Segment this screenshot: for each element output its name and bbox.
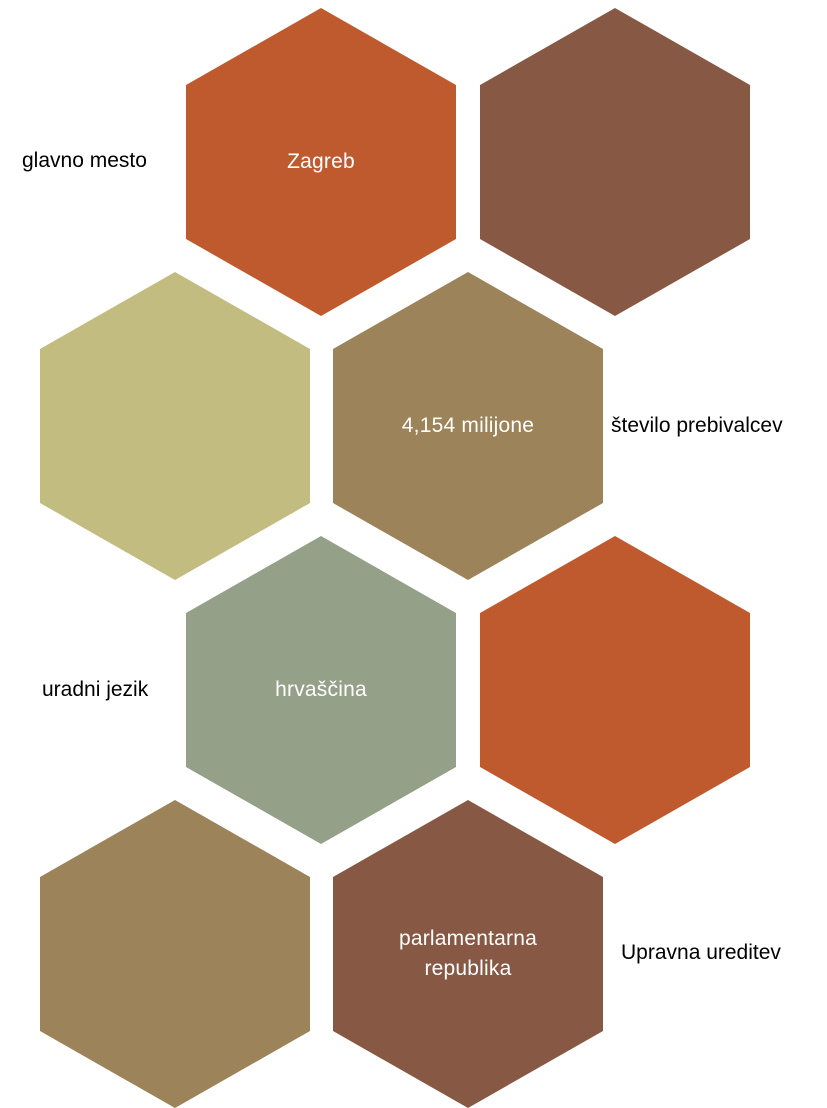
hex-language-text: hrvaščina — [275, 678, 367, 701]
hex-empty-1 — [480, 8, 750, 316]
hex-empty-3 — [480, 536, 750, 844]
hex-population: 4,154 milijone — [333, 272, 603, 580]
label-language: uradni jezik — [42, 678, 149, 701]
label-capital: glavno mesto — [22, 149, 147, 172]
hex-government-text: parlamentarna republika — [398, 927, 537, 980]
hex-government: parlamentarna republika — [333, 800, 603, 1108]
hex-capital: Zagreb — [186, 8, 456, 316]
hex-capital-text: Zagreb — [287, 150, 355, 173]
hex-empty-4 — [40, 800, 310, 1108]
hex-language: hrvaščina — [186, 536, 456, 844]
label-government: Upravna ureditev — [621, 941, 781, 964]
hex-empty-2 — [40, 272, 310, 580]
label-population: število prebivalcev — [611, 414, 783, 437]
hex-population-text: 4,154 milijone — [401, 414, 535, 437]
